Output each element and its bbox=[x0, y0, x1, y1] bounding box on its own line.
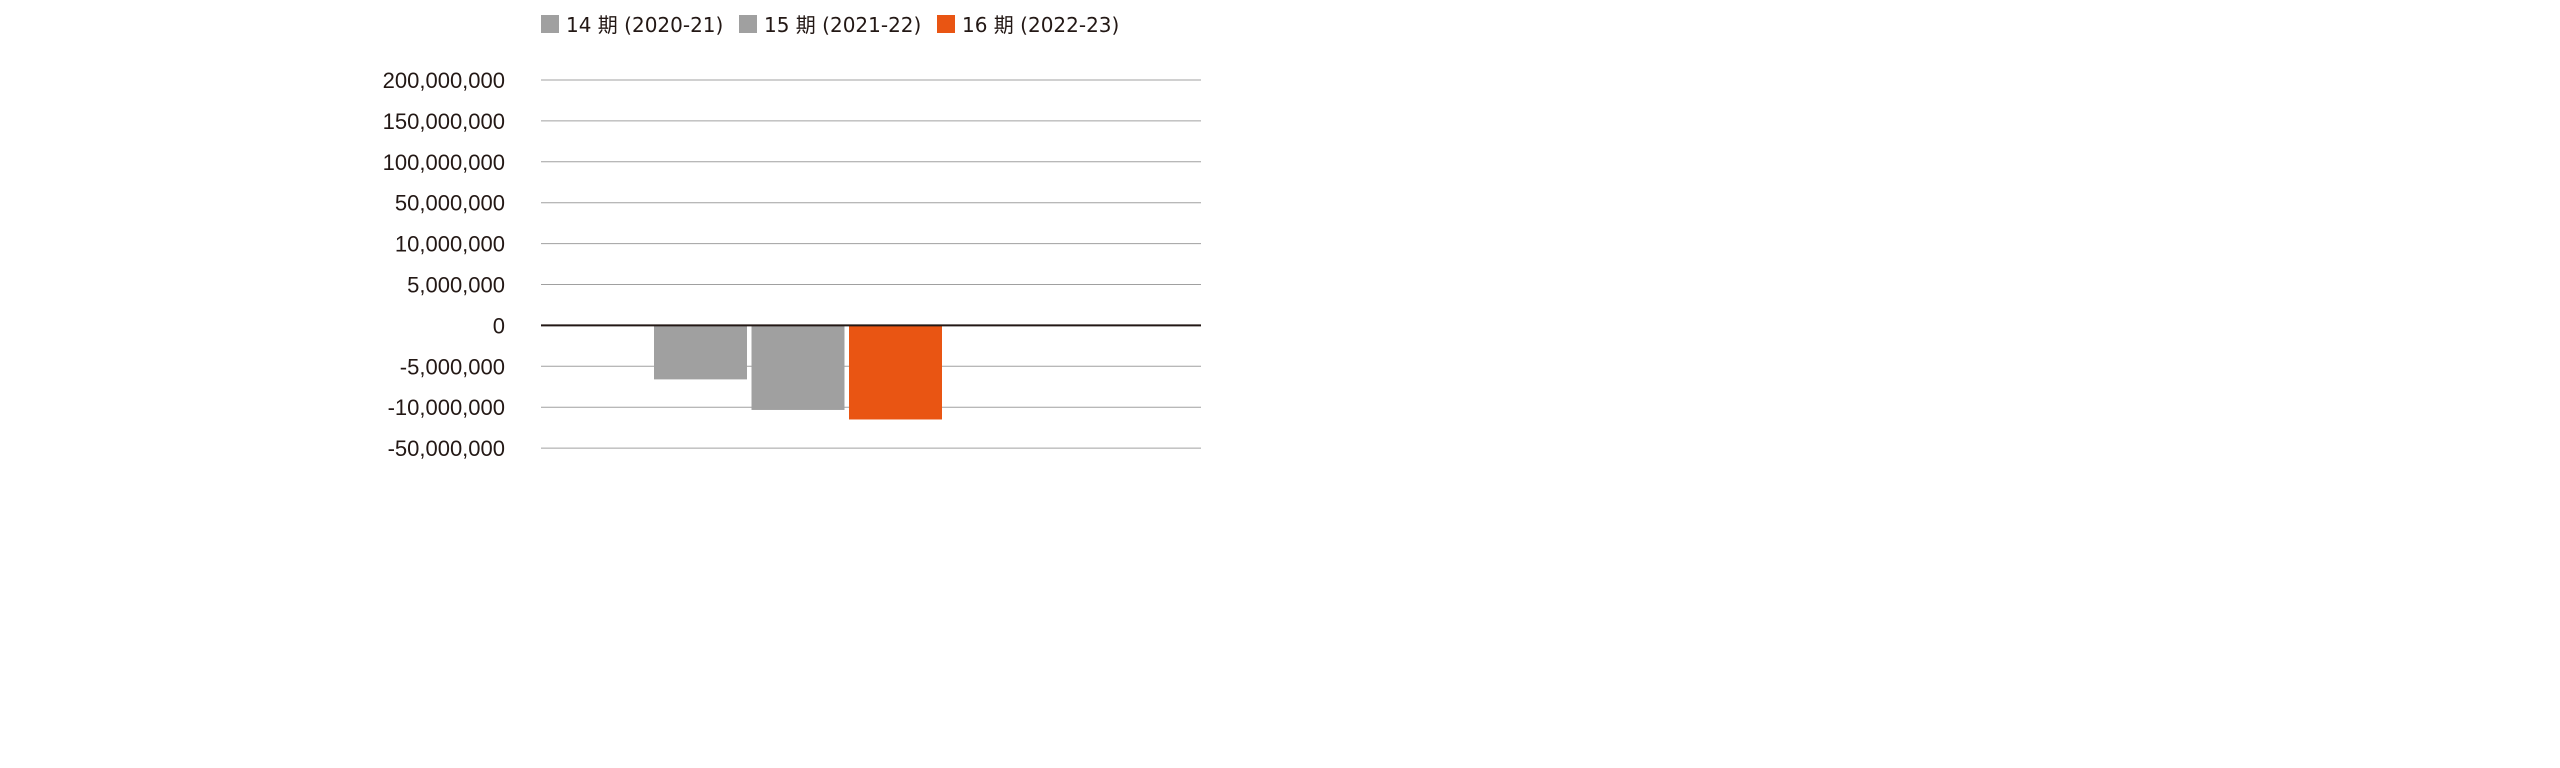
legend-label-3: 16 期 (2022-23) bbox=[962, 13, 1119, 37]
y-tick-label: 10,000,000 bbox=[395, 232, 505, 257]
legend-swatch-1 bbox=[541, 15, 559, 33]
y-tick-label: 0 bbox=[493, 313, 505, 338]
bars bbox=[654, 325, 942, 420]
bar-3 bbox=[849, 325, 942, 420]
y-tick-label: 100,000,000 bbox=[383, 150, 505, 175]
legend-swatch-2 bbox=[739, 15, 757, 33]
y-tick-label: -50,000,000 bbox=[388, 436, 505, 461]
legend-swatch-3 bbox=[937, 15, 955, 33]
bar-chart: 14 期 (2020-21) 15 期 (2021-22) 16 期 (2022-2… bbox=[383, 13, 1201, 461]
bar-2 bbox=[751, 325, 845, 410]
chart-container: 14 期 (2020-21) 15 期 (2021-22) 16 期 (2022-2… bbox=[0, 0, 1568, 470]
y-tick-label: 5,000,000 bbox=[407, 273, 505, 298]
legend: 14 期 (2020-21) 15 期 (2021-22) 16 期 (2022-2… bbox=[541, 13, 1119, 37]
y-axis-tick-labels: 200,000,000 150,000,000 100,000,000 50,000,… bbox=[383, 68, 505, 461]
bar-1 bbox=[654, 325, 747, 380]
y-tick-label: 200,000,000 bbox=[383, 68, 505, 93]
legend-label-1: 14 期 (2020-21) bbox=[566, 13, 723, 37]
y-tick-label: 50,000,000 bbox=[395, 191, 505, 216]
legend-label-2: 15 期 (2021-22) bbox=[764, 13, 921, 37]
y-tick-label: 150,000,000 bbox=[383, 109, 505, 134]
y-tick-label: -5,000,000 bbox=[400, 354, 505, 379]
y-tick-label: -10,000,000 bbox=[388, 395, 505, 420]
gridlines bbox=[541, 79, 1201, 449]
